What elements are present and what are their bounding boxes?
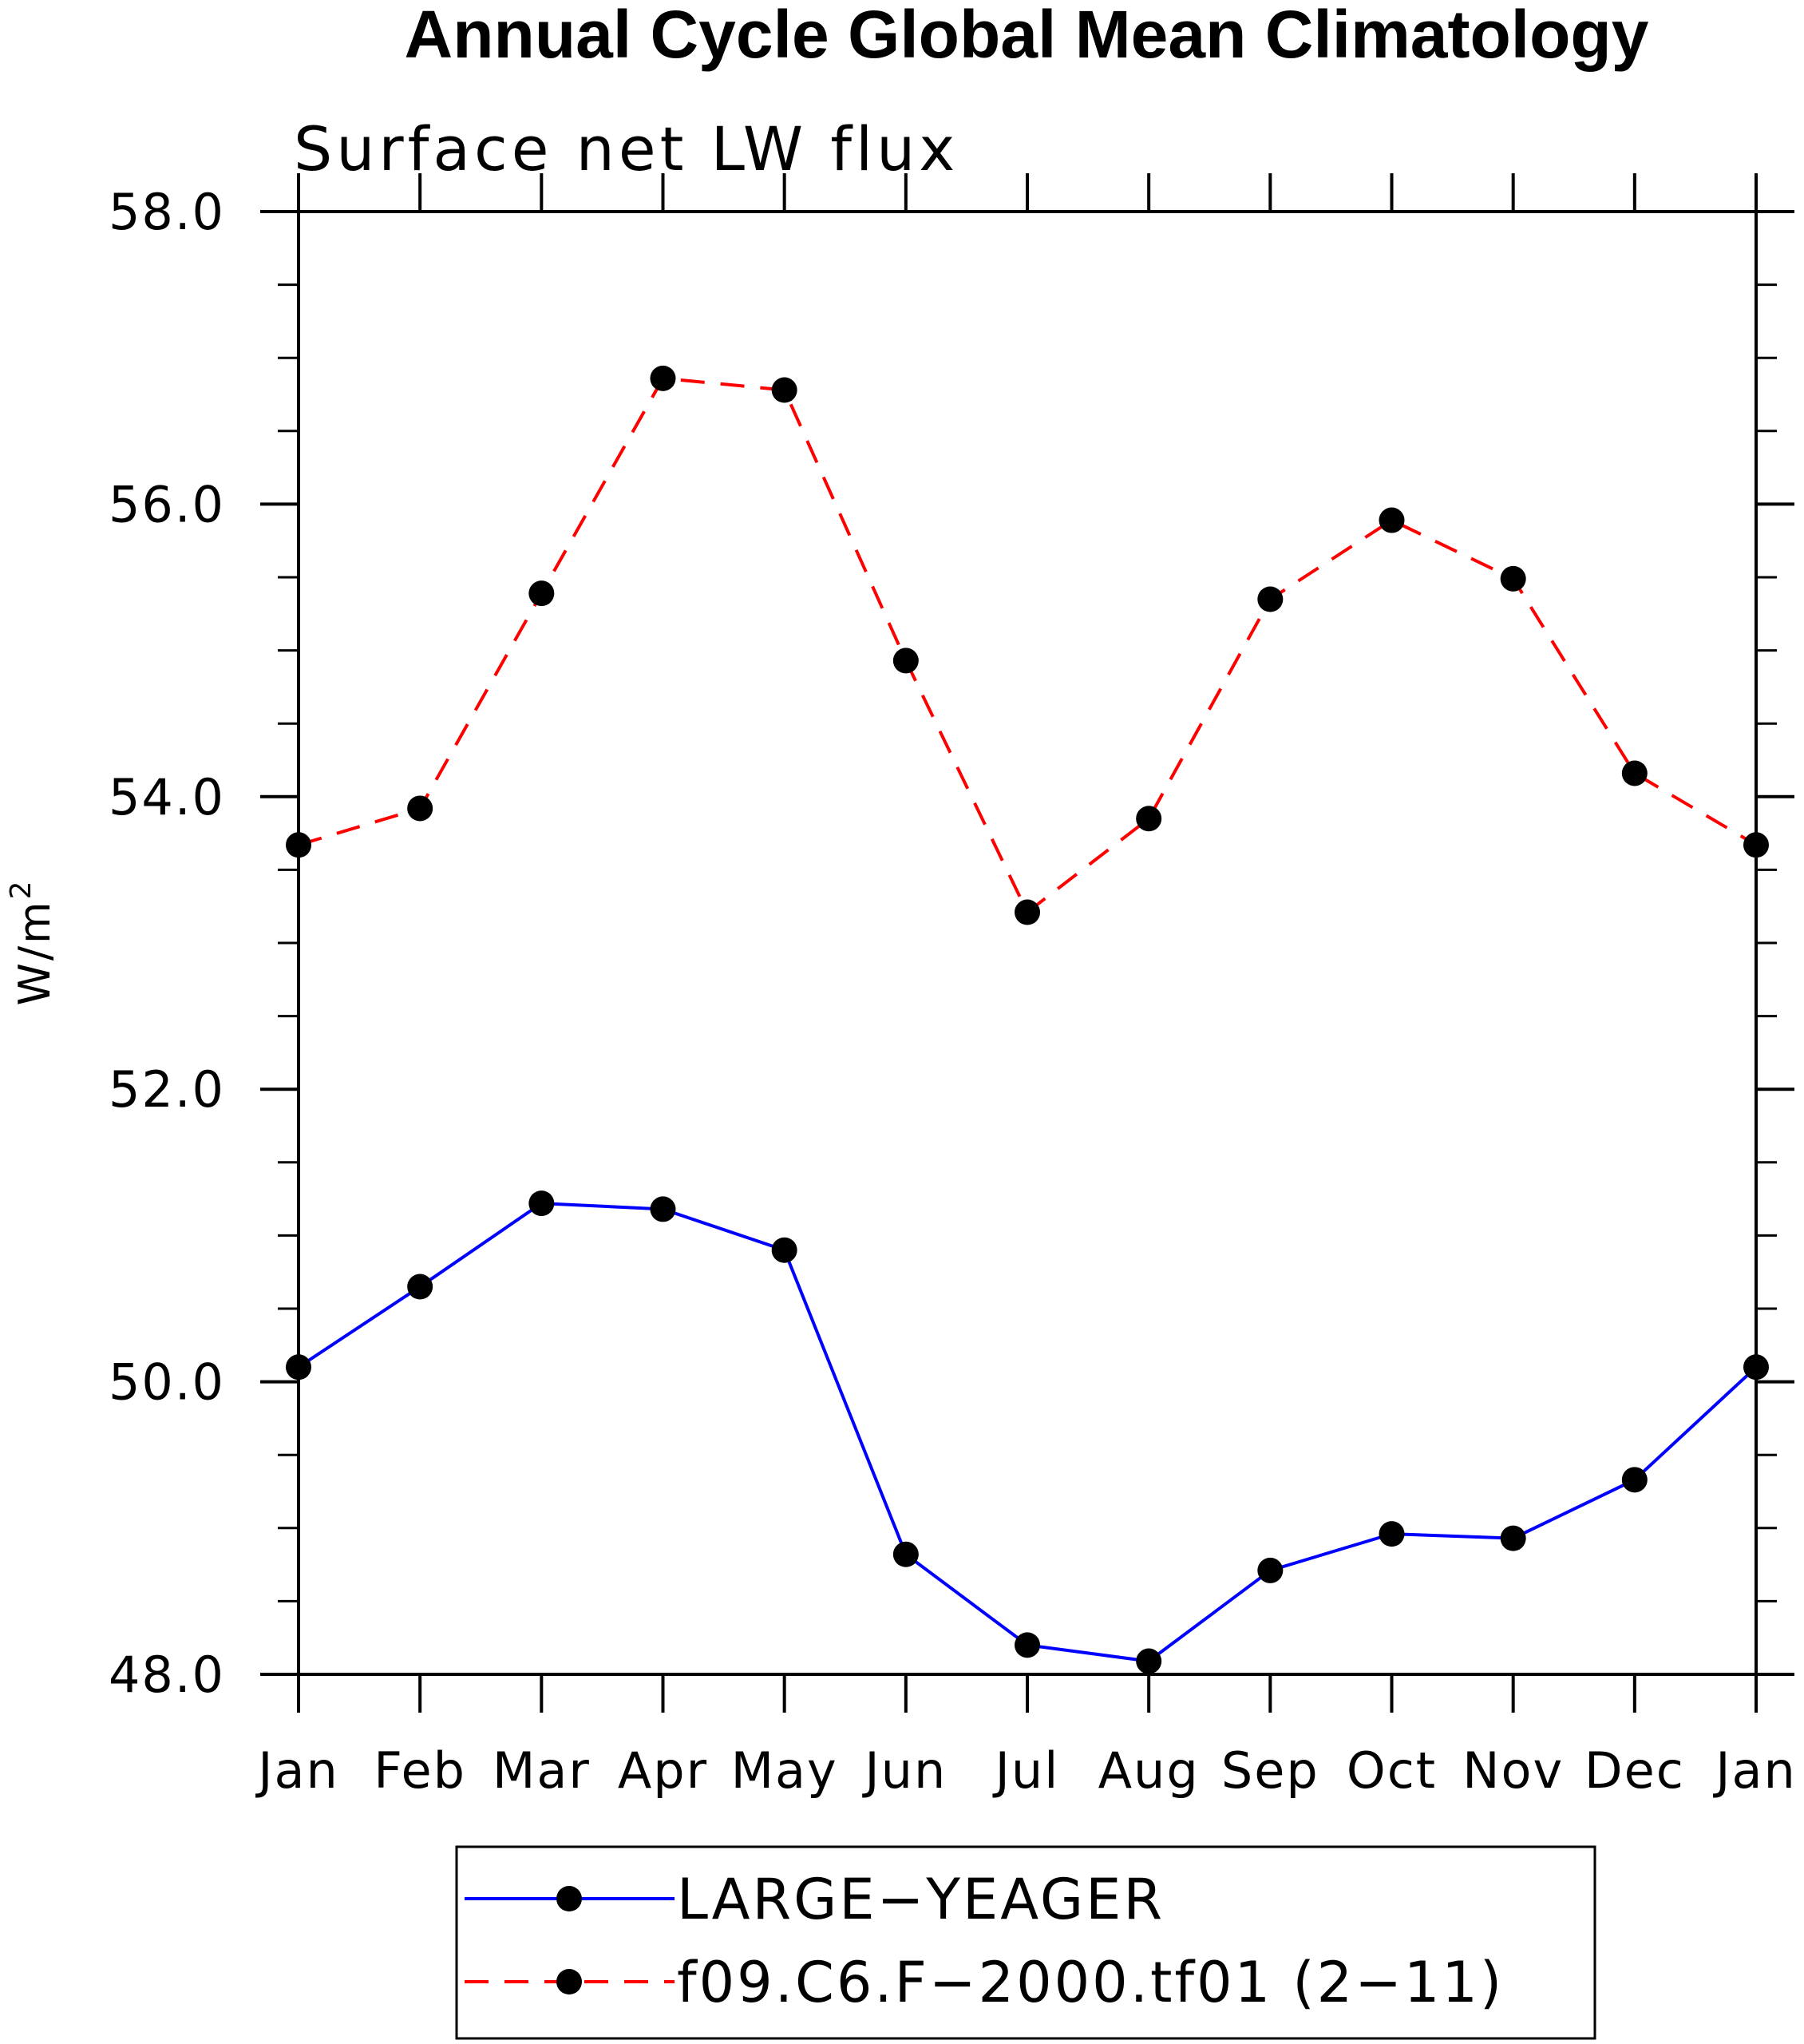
series-point [771,1237,797,1263]
legend-item: f09.C6.F−2000.tf01 (2−11) [465,1950,1504,2015]
series-point [1500,565,1526,592]
svg-text:W/m2: W/m2 [5,878,60,1005]
legend-marker [556,1969,582,1994]
series-point [1257,1557,1284,1583]
legend-label: LARGE−YEAGER [677,1867,1165,1932]
chart-subtitle: Surface net LW flux [294,113,959,184]
y-axis-label: W/m [10,899,60,1005]
x-tick-label: May [731,1741,838,1800]
x-tick-label: Feb [374,1741,466,1800]
series-point [1621,760,1648,786]
series-point [1015,899,1040,925]
series-1 [286,365,1769,925]
series-0 [286,1190,1769,1674]
series-point [1136,806,1162,832]
legend-marker [556,1886,582,1911]
series-point [771,377,797,403]
y-tick-label: 50.0 [109,1353,225,1412]
legend-item: LARGE−YEAGER [465,1867,1165,1932]
x-tick-label: Dec [1584,1741,1685,1800]
legend: LARGE−YEAGER f09.C6.F−2000.tf01 (2−11) [455,1845,1596,2040]
series-point [1500,1525,1526,1551]
x-tick-label: Jan [255,1741,339,1800]
series-point [650,1196,676,1222]
y-tick-label: 58.0 [109,183,225,241]
axis-ticks [260,173,1794,1713]
x-tick-label: Mar [493,1741,591,1800]
plot-series [286,365,1769,1674]
series-line [297,1202,1758,1663]
x-tick-label: Jan [1712,1741,1797,1800]
series-point [528,1190,555,1217]
series-point [650,365,676,391]
y-axis-title: W/m2 [5,878,60,1005]
y-tick-label: 54.0 [109,768,225,826]
series-point [528,580,555,607]
legend-box [455,1845,1596,2040]
series-line [298,376,1758,915]
series-point [1015,1632,1040,1658]
x-tick-label: Jul [992,1741,1060,1800]
series-point [1257,586,1284,612]
chart-title: Annual Cycle Global Mean Climatology [405,0,1649,72]
x-tick-label: Apr [618,1741,708,1800]
x-tick-label: Nov [1462,1741,1564,1800]
y-tick-label: 56.0 [109,475,225,533]
plot-frame [297,210,1758,1676]
series-point [1379,1521,1405,1547]
axis-tick-labels: Jan Feb Mar Apr May Jun Jul Aug Sep Oct Nov Dec Jan 4… [109,183,1797,1800]
series-point [407,795,433,822]
y-tick-label: 52.0 [109,1060,225,1119]
x-tick-label: Oct [1347,1741,1437,1800]
series-point [1379,507,1405,533]
legend-label: f09.C6.F−2000.tf01 (2−11) [677,1950,1504,2015]
y-tick-label: 48.0 [109,1646,225,1704]
series-point [892,1541,919,1567]
y-axis-label-superscript: 2 [5,878,38,899]
x-tick-label: Sep [1221,1741,1319,1800]
x-tick-label: Aug [1098,1741,1200,1800]
series-point [1621,1467,1648,1493]
series-point [407,1274,433,1300]
x-tick-label: Jun [861,1741,947,1800]
series-point [892,648,919,674]
series-point [1136,1648,1162,1674]
